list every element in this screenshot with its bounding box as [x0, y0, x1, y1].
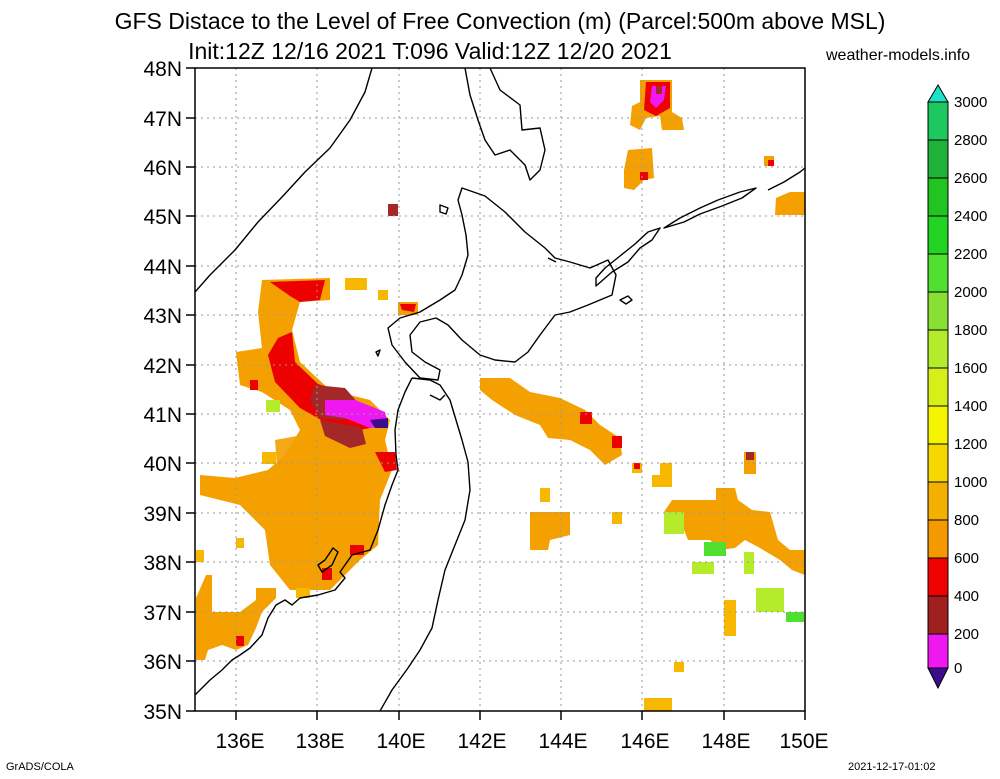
lat-label: 37N — [143, 602, 182, 625]
colorbar-labels: 3000 2800 2600 2400 2200 2000 1800 1600 … — [954, 94, 987, 677]
map-frame — [194, 67, 806, 712]
colorbar-swatch — [927, 367, 949, 407]
colorbar-top-arrow — [927, 84, 949, 103]
colorbar-label: 1000 — [954, 474, 987, 491]
colorbar-label: 2000 — [954, 284, 987, 301]
lat-label: 35N — [143, 701, 182, 724]
lat-label: 46N — [143, 157, 182, 180]
lat-label: 44N — [143, 256, 182, 279]
lat-label: 42N — [143, 355, 182, 378]
colorbar-bottom-arrow — [927, 667, 949, 690]
colorbar-label: 0 — [954, 660, 962, 677]
colorbar-swatch — [927, 405, 949, 445]
lat-label: 43N — [143, 305, 182, 328]
footer-timestamp: 2021-12-17-01:02 — [848, 761, 936, 773]
colorbar — [927, 84, 949, 690]
colorbar-swatch — [927, 481, 949, 521]
colorbar-label: 600 — [954, 550, 979, 567]
colorbar-label: 2200 — [954, 246, 987, 263]
colorbar-label: 1600 — [954, 360, 987, 377]
colorbar-swatch — [927, 177, 949, 217]
colorbar-label: 2600 — [954, 170, 987, 187]
footer-software: GrADS/COLA — [6, 761, 74, 773]
colorbar-label: 1400 — [954, 398, 987, 415]
lon-label: 142E — [457, 730, 506, 753]
axis-ticks — [186, 67, 806, 720]
lon-labels: 136E 138E 140E 142E 144E 146E 148E 150E — [215, 730, 828, 753]
lat-label: 45N — [143, 206, 182, 229]
colorbar-label: 200 — [954, 626, 979, 643]
lat-label: 38N — [143, 552, 182, 575]
colorbar-label: 800 — [954, 512, 979, 529]
fill-region-north — [624, 80, 805, 215]
lon-label: 146E — [620, 730, 669, 753]
coastlines — [195, 68, 805, 711]
lat-label: 48N — [143, 58, 182, 81]
lon-label: 140E — [376, 730, 425, 753]
colorbar-swatch — [927, 139, 949, 179]
chart-subtitle: Init:12Z 12/16 2021 T:096 Valid:12Z 12/2… — [188, 38, 672, 64]
colorbar-label: 400 — [954, 588, 979, 605]
fill-region-southwest — [196, 575, 310, 660]
colorbar-label: 2400 — [954, 208, 987, 225]
lat-label: 39N — [143, 503, 182, 526]
lat-label: 41N — [143, 404, 182, 427]
lon-label: 148E — [701, 730, 750, 753]
lat-label: 47N — [143, 108, 182, 131]
colorbar-label: 1200 — [954, 436, 987, 453]
colorbar-swatch — [927, 291, 949, 331]
colorbar-swatch — [927, 101, 949, 141]
lat-label: 40N — [143, 453, 182, 476]
chart-title: GFS Distace to the Level of Free Convect… — [114, 8, 886, 34]
lon-label: 150E — [779, 730, 828, 753]
fill-region-northwest — [196, 204, 418, 590]
map-gridlines — [195, 68, 805, 711]
colorbar-label: 2800 — [954, 132, 987, 149]
colorbar-label: 3000 — [954, 94, 987, 111]
fill-region-pacific — [480, 378, 805, 711]
colorbar-label: 1800 — [954, 322, 987, 339]
lon-label: 144E — [538, 730, 587, 753]
colorbar-swatch — [927, 215, 949, 255]
colorbar-swatch — [927, 443, 949, 483]
colorbar-swatch — [927, 595, 949, 635]
colorbar-swatch — [927, 519, 949, 559]
colorbar-swatch — [927, 633, 949, 669]
lfc-fill — [196, 80, 805, 711]
lon-label: 138E — [295, 730, 344, 753]
lat-labels: 48N 47N 46N 45N 44N 43N 42N 41N 40N 39N … — [143, 58, 182, 724]
colorbar-swatch — [927, 329, 949, 369]
site-credit: weather-models.info — [826, 47, 971, 64]
lat-label: 36N — [143, 651, 182, 674]
colorbar-swatch — [927, 253, 949, 293]
lon-label: 136E — [215, 730, 264, 753]
colorbar-swatch — [927, 557, 949, 597]
